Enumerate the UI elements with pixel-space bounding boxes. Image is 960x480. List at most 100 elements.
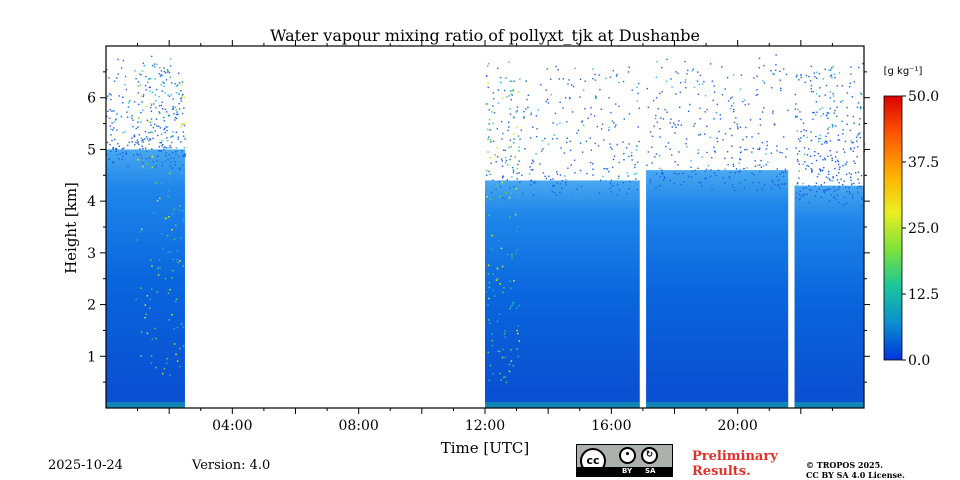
scatter-point xyxy=(622,80,625,83)
moist-point xyxy=(488,214,491,217)
scatter-point xyxy=(163,128,165,131)
scatter-point xyxy=(783,183,785,186)
moist-point xyxy=(504,330,506,332)
moist-point xyxy=(182,326,185,328)
scatter-point xyxy=(592,174,594,176)
sa-share-alike-icon: ↻ xyxy=(641,447,658,464)
moist-point xyxy=(515,230,518,232)
moist-point xyxy=(168,180,170,182)
scatter-point xyxy=(638,107,640,109)
scatter-point xyxy=(618,175,620,177)
scatter-point xyxy=(566,141,568,144)
scatter-point xyxy=(554,112,557,115)
moist-point xyxy=(180,172,183,175)
scatter-point xyxy=(694,169,696,172)
scatter-point xyxy=(824,189,826,191)
scatter-point xyxy=(833,196,836,198)
scatter-point xyxy=(796,115,798,118)
scatter-point xyxy=(698,134,700,136)
scatter-point xyxy=(814,185,817,187)
scatter-point xyxy=(507,129,509,132)
scatter-point xyxy=(166,69,169,71)
scatter-point xyxy=(785,73,788,76)
scatter-point xyxy=(159,127,162,129)
scatter-point xyxy=(784,182,787,185)
scatter-point xyxy=(671,126,673,128)
scatter-point xyxy=(495,161,497,163)
scatter-point xyxy=(166,147,168,149)
scatter-point xyxy=(666,111,668,113)
scatter-point xyxy=(705,177,707,180)
moist-point xyxy=(489,322,491,324)
scatter-point xyxy=(623,159,625,161)
scatter-point xyxy=(818,188,820,190)
scatter-point xyxy=(581,120,584,122)
moist-point xyxy=(135,239,138,241)
moist-point xyxy=(514,213,517,216)
moist-point xyxy=(157,274,160,276)
scatter-point xyxy=(734,172,736,174)
scatter-point xyxy=(659,185,661,187)
scatter-point xyxy=(564,175,566,177)
moist-point xyxy=(491,111,493,113)
scatter-point xyxy=(819,169,822,171)
scatter-point xyxy=(181,151,183,153)
scatter-point xyxy=(159,75,162,77)
x-tick-label: 04:00 xyxy=(212,418,252,434)
scatter-point xyxy=(155,162,158,165)
moist-point xyxy=(152,131,154,134)
scatter-point xyxy=(656,121,659,123)
scatter-point xyxy=(489,129,491,131)
scatter-point xyxy=(145,136,148,138)
scatter-point xyxy=(183,146,185,149)
scatter-point xyxy=(833,73,836,75)
scatter-point xyxy=(675,71,677,73)
scatter-point xyxy=(857,178,859,180)
scatter-point xyxy=(836,106,838,108)
scatter-point xyxy=(729,127,731,130)
scatter-point xyxy=(150,55,153,58)
scatter-point xyxy=(115,118,117,120)
cc-license-badge[interactable]: cc • ↻ BY SA xyxy=(576,444,673,477)
scatter-point xyxy=(127,102,130,104)
scatter-point xyxy=(127,106,130,108)
scatter-point xyxy=(727,100,730,102)
scatter-point xyxy=(169,65,172,67)
scatter-point xyxy=(161,140,163,142)
scatter-point xyxy=(851,182,853,185)
scatter-point xyxy=(835,198,837,201)
scatter-point xyxy=(137,141,139,143)
moist-point xyxy=(496,184,498,187)
scatter-point xyxy=(674,132,676,134)
scatter-point xyxy=(556,137,558,140)
scatter-point xyxy=(142,162,144,164)
scatter-point xyxy=(108,93,111,95)
scatter-point xyxy=(659,167,661,170)
scatter-point xyxy=(721,93,724,96)
scatter-point xyxy=(556,171,558,173)
scatter-point xyxy=(831,123,833,126)
scatter-point xyxy=(711,188,713,191)
scatter-point xyxy=(846,92,849,94)
moist-point xyxy=(492,373,494,375)
scatter-point xyxy=(856,187,859,190)
moist-point xyxy=(157,267,159,270)
scatter-point xyxy=(809,189,811,191)
scatter-point xyxy=(160,70,163,72)
moist-point xyxy=(180,126,182,128)
scatter-point xyxy=(168,114,170,116)
scatter-point xyxy=(600,108,602,110)
scatter-point xyxy=(118,95,120,97)
scatter-point xyxy=(545,100,547,103)
scatter-point xyxy=(172,106,174,108)
scatter-point xyxy=(732,165,735,167)
scatter-point xyxy=(751,136,753,138)
scatter-point xyxy=(852,150,854,152)
scatter-point xyxy=(809,155,812,158)
scatter-point xyxy=(566,187,569,189)
scatter-point xyxy=(159,149,161,152)
scatter-point xyxy=(523,117,525,119)
moist-point xyxy=(502,132,504,135)
scatter-point xyxy=(699,74,702,77)
scatter-point xyxy=(827,132,829,134)
